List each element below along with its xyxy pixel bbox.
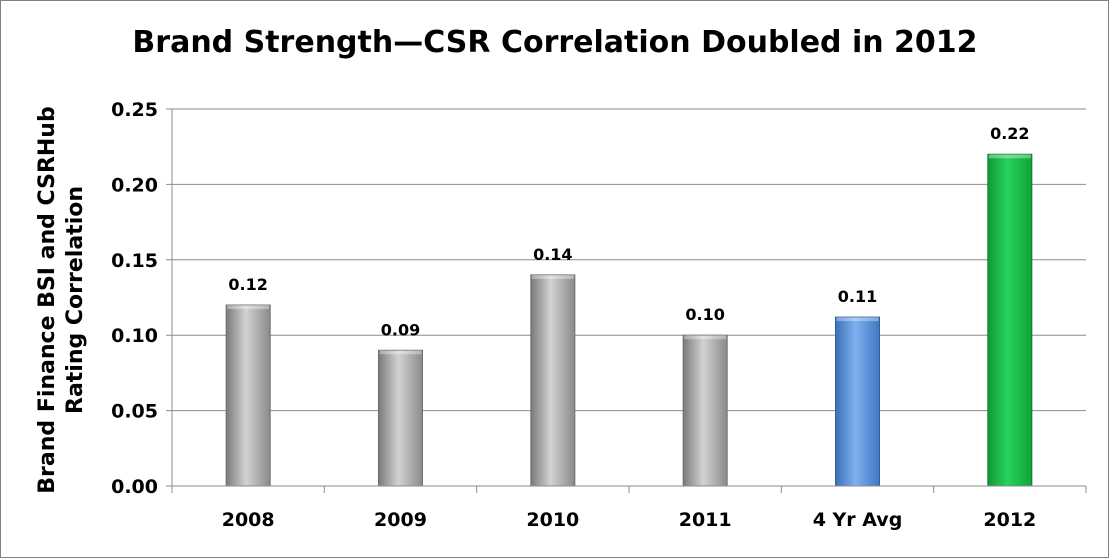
data-label-1: 0.09 (381, 320, 420, 339)
y-axis-title-line-2: Rating Correlation (63, 186, 88, 414)
y-axis-title: Brand Finance BSI and CSRHub Rating Corr… (35, 106, 88, 493)
data-label-4: 0.11 (838, 287, 877, 306)
bar-top-highlight-0 (227, 305, 270, 310)
y-tick-label-1: 0.05 (111, 401, 158, 423)
x-category-label-0: 2008 (222, 509, 275, 531)
data-label-5: 0.22 (990, 124, 1029, 143)
y-tick-label-3: 0.15 (111, 250, 158, 272)
y-tick-label-0: 0.00 (111, 476, 158, 498)
bar-2008 (225, 304, 271, 487)
x-category-label-3: 2011 (679, 509, 732, 531)
bar-2009 (378, 349, 423, 487)
data-labels: 0.12 0.09 0.14 0.10 0.11 0.22 (228, 124, 1029, 339)
chart-title: Brand Strength—CSR Correlation Doubled i… (132, 25, 977, 60)
data-label-2: 0.14 (533, 245, 572, 264)
bar-2012 (987, 153, 1033, 487)
bars (225, 153, 1033, 487)
y-tick-label-5: 0.25 (111, 99, 158, 121)
bar-top-highlight-2 (531, 274, 574, 279)
y-axis-title-line-1: Brand Finance BSI and CSRHub (35, 106, 60, 493)
data-label-0: 0.12 (228, 275, 267, 294)
bar-2011 (682, 334, 728, 487)
bar-4-yr-avg (835, 316, 880, 487)
bar-2010 (530, 274, 576, 487)
gridlines (172, 108, 1086, 487)
bar-top-highlight-1 (379, 350, 422, 355)
x-category-label-2: 2010 (526, 509, 579, 531)
x-category-label-4: 4 Yr Avg (813, 509, 903, 531)
bar-top-highlight-4 (836, 317, 879, 322)
bar-top-highlight-3 (684, 335, 727, 340)
y-tick-label-2: 0.10 (111, 325, 158, 347)
x-category-label-5: 2012 (983, 509, 1036, 531)
bar-top-highlight-5 (988, 154, 1031, 159)
data-label-3: 0.10 (685, 305, 724, 324)
x-category-label-1: 2009 (374, 509, 427, 531)
y-tick-label-4: 0.20 (111, 174, 158, 196)
x-axis: 2008 2009 2010 2011 4 Yr Avg 2012 (171, 109, 1087, 531)
y-axis-ticks: 0.00 0.05 0.10 0.15 0.20 0.25 (111, 99, 172, 498)
